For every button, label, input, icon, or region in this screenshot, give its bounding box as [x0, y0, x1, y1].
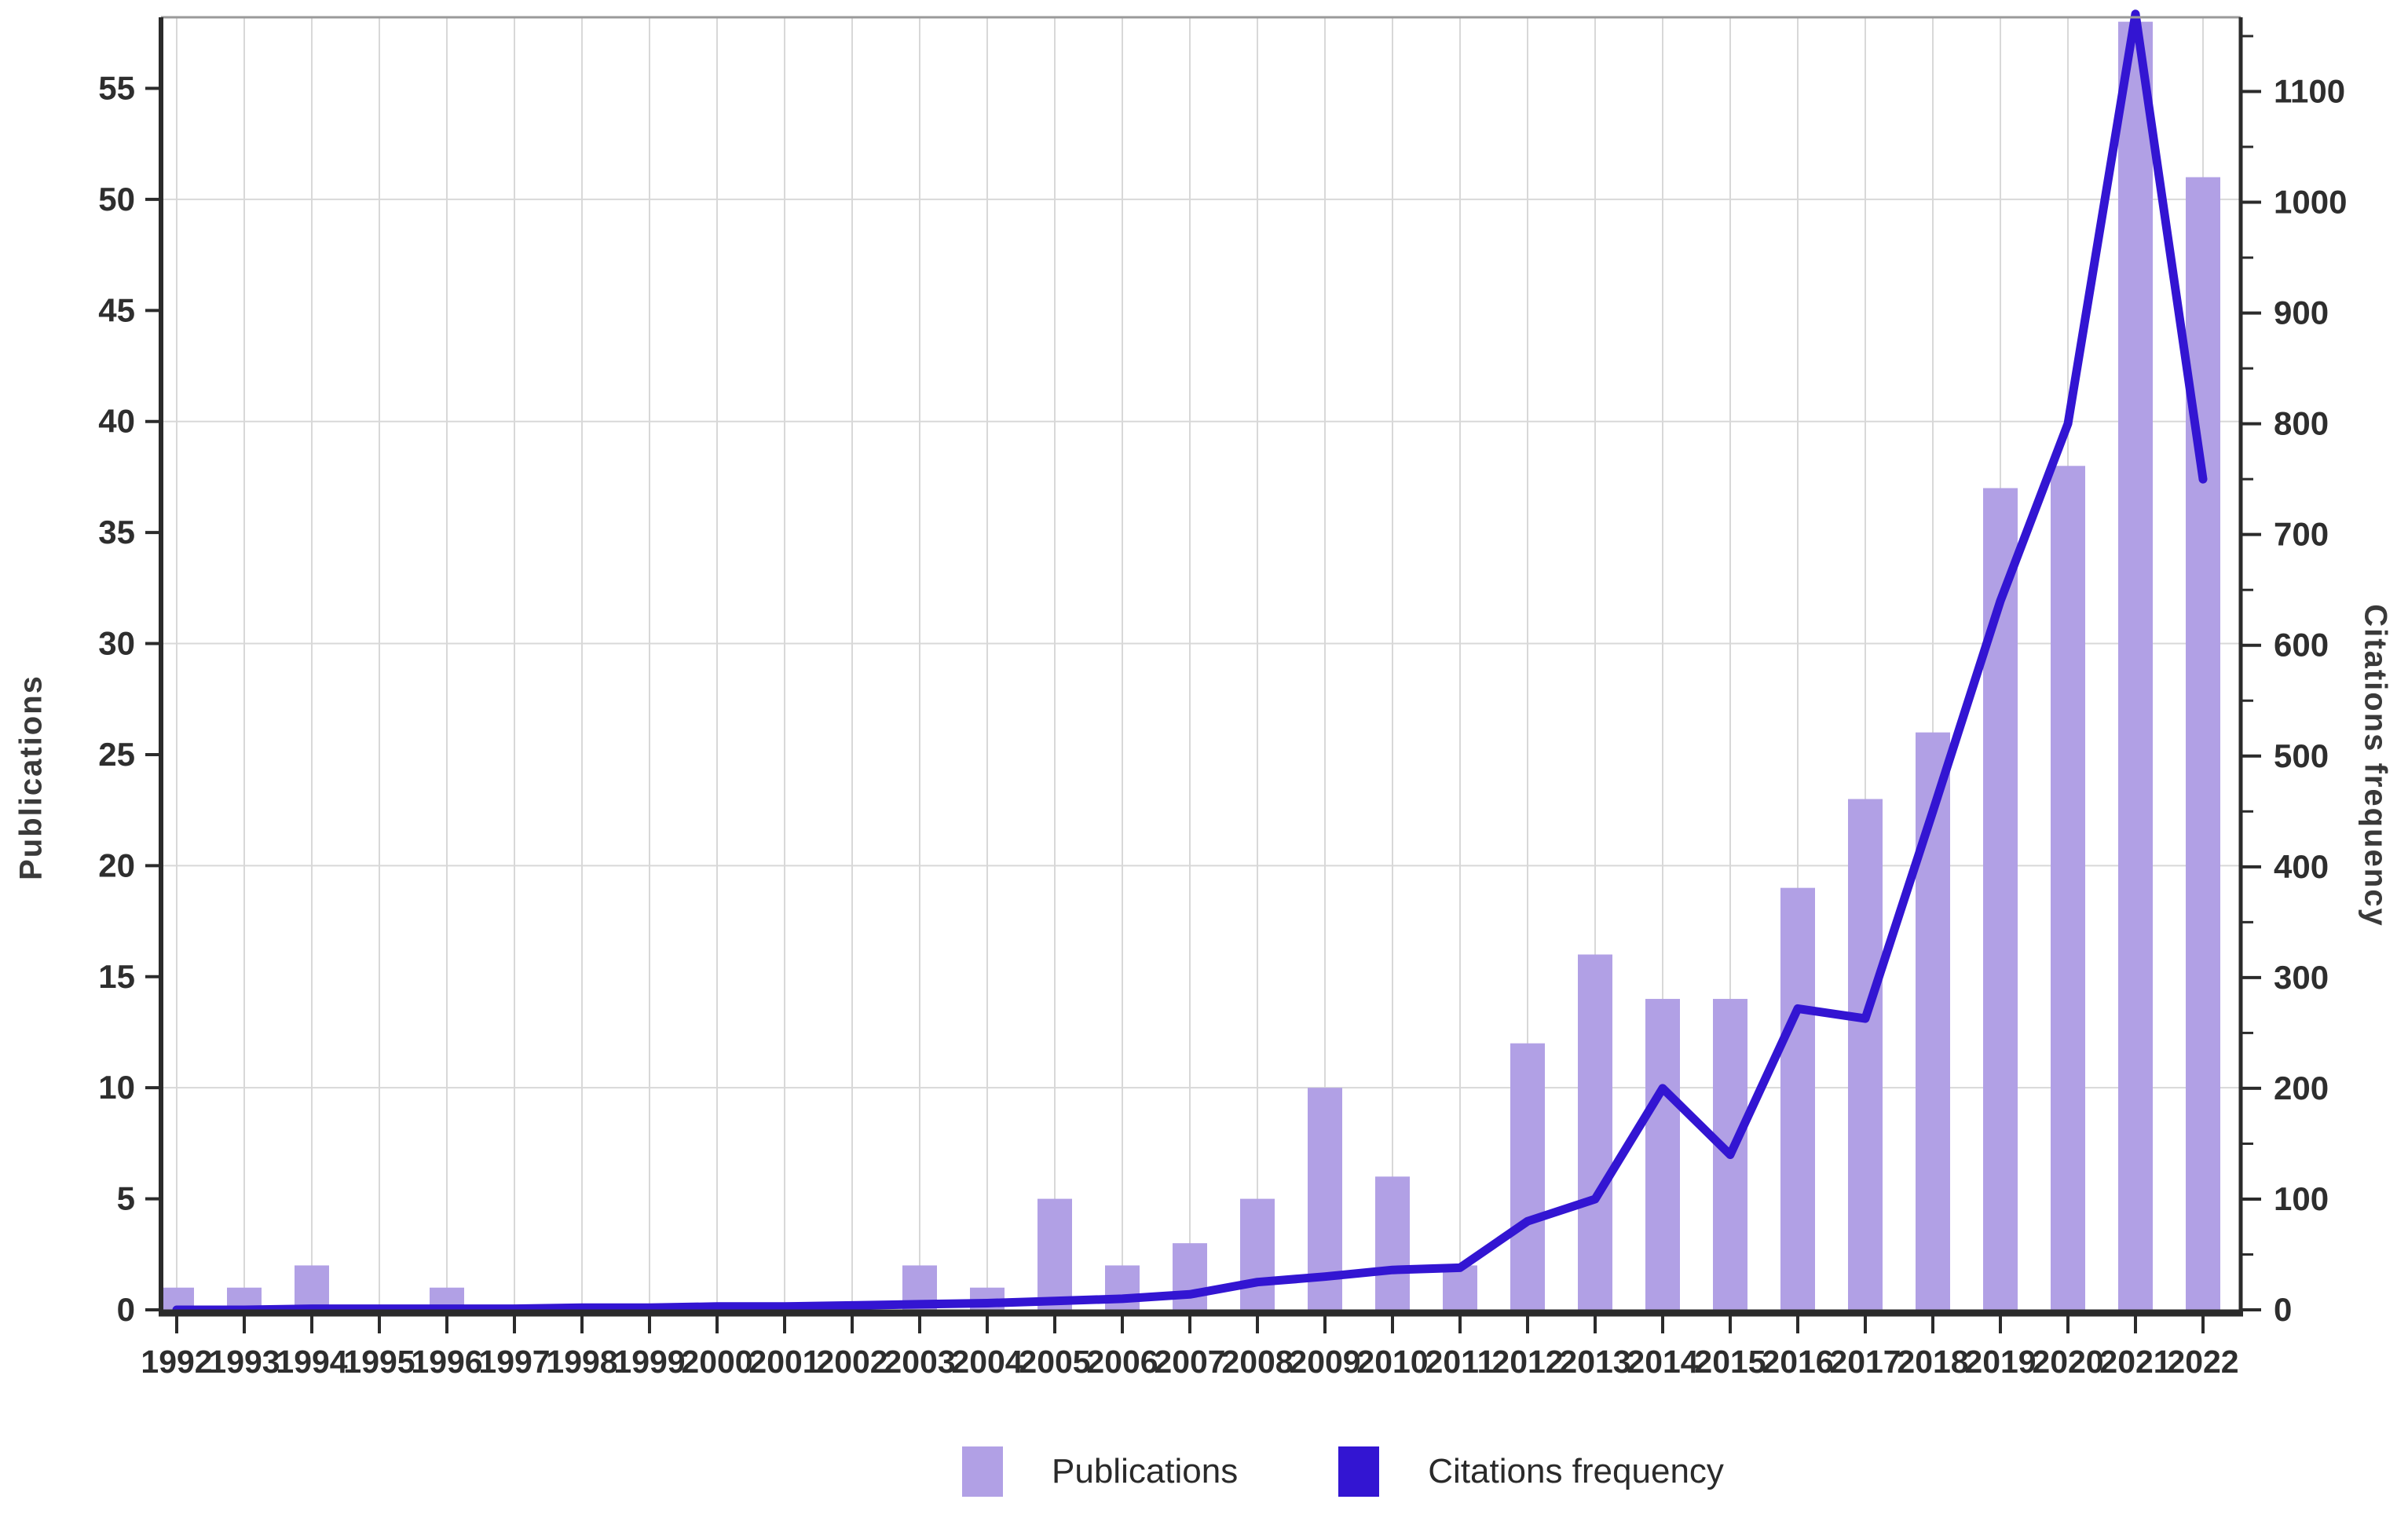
bar-publications: [1173, 1243, 1207, 1310]
x-tick-label-year: 1993: [208, 1344, 280, 1380]
y-tick-label-right: 500: [2274, 737, 2329, 774]
legend-item-publications: Publications: [962, 1446, 1238, 1497]
y-tick-label-right: 400: [2274, 848, 2329, 885]
x-tick-label-year: 2015: [1694, 1344, 1766, 1380]
legend-item-citations: Citations frequency: [1338, 1446, 1724, 1497]
x-tick-label-year: 2003: [884, 1344, 955, 1380]
y-tick-label-left: 30: [98, 625, 135, 662]
x-tick-label-year: 2011: [1425, 1344, 1495, 1380]
x-tick-label-year: 2019: [1964, 1344, 2036, 1380]
x-tick-label-year: 2008: [1221, 1344, 1293, 1380]
x-tick-label-year: 1998: [546, 1344, 617, 1380]
y-tick-label-right: 300: [2274, 959, 2329, 996]
x-tick-label-year: 2001: [748, 1344, 820, 1380]
x-tick-label-year: 2018: [1897, 1344, 1968, 1380]
x-tick-label-year: 1992: [141, 1344, 212, 1380]
y-tick-label-left: 5: [117, 1180, 135, 1217]
y-tick-label-right: 900: [2274, 294, 2329, 331]
x-tick-label-year: 2016: [1762, 1344, 1833, 1380]
y-axis-title-left: Publications: [13, 675, 49, 880]
x-tick-label-year: 2007: [1154, 1344, 1225, 1380]
x-tick-label-year: 2013: [1559, 1344, 1630, 1380]
y-tick-label-left: 40: [98, 403, 135, 440]
x-tick-label-year: 2000: [681, 1344, 752, 1380]
x-tick-label-year: 2006: [1086, 1344, 1158, 1380]
y-tick-label-left: 20: [98, 847, 135, 883]
bar-publications: [1848, 799, 1883, 1310]
y-tick-label-right: 100: [2274, 1180, 2329, 1217]
y-tick-label-left: 25: [98, 736, 135, 773]
y-tick-label-right: 800: [2274, 405, 2329, 442]
legend-label-citations: Citations frequency: [1428, 1452, 1724, 1490]
bar-publications: [2051, 466, 2085, 1310]
y-tick-label-left: 10: [98, 1069, 135, 1106]
bar-publications: [1916, 732, 1950, 1310]
y-tick-label-left: 15: [98, 958, 135, 995]
y-tick-label-left: 0: [117, 1291, 135, 1328]
bar-publications: [1375, 1176, 1410, 1310]
y-tick-label-left: 35: [98, 514, 135, 550]
bar-publications: [2118, 21, 2153, 1310]
y-tick-label-right: 1100: [2274, 73, 2345, 110]
y-tick-label-left: 45: [98, 291, 135, 328]
bar-publications: [1780, 887, 1815, 1310]
y-tick-label-right: 0: [2274, 1291, 2292, 1328]
y-tick-label-left: 55: [98, 70, 135, 107]
x-tick-label-year: 1994: [276, 1344, 347, 1380]
x-tick-label-year: 2002: [816, 1344, 887, 1380]
x-tick-label-year: 2005: [1019, 1344, 1090, 1380]
bar-publications: [295, 1265, 329, 1310]
y-tick-label-left: 50: [98, 181, 135, 218]
x-tick-label-year: 2022: [2167, 1344, 2238, 1380]
bar-publications: [1240, 1198, 1275, 1310]
x-tick-label-year: 2017: [1829, 1344, 1901, 1380]
x-tick-label-year: 2012: [1491, 1344, 1563, 1380]
bar-publications: [2186, 177, 2220, 1310]
bar-publications: [1037, 1198, 1072, 1310]
bar-publications: [1443, 1265, 1477, 1310]
x-tick-label-year: 1996: [411, 1344, 482, 1380]
legend: Publications Citations frequency: [962, 1446, 1724, 1497]
x-tick-label-year: 2004: [951, 1344, 1023, 1380]
citations-swatch-icon: [1338, 1446, 1380, 1497]
bar-publications: [1645, 999, 1680, 1310]
x-tick-label-year: 2020: [2032, 1344, 2103, 1380]
bar-publications: [1578, 954, 1612, 1310]
bar-publications: [1510, 1043, 1545, 1310]
x-tick-label-year: 2014: [1627, 1344, 1698, 1380]
y-tick-label-right: 200: [2274, 1070, 2329, 1106]
x-tick-label-year: 1999: [613, 1344, 685, 1380]
publications-swatch-icon: [962, 1446, 1003, 1497]
x-tick-label-year: 2009: [1289, 1344, 1360, 1380]
legend-label-publications: Publications: [1052, 1452, 1239, 1490]
y-tick-label-right: 600: [2274, 627, 2329, 664]
x-tick-label-year: 2021: [2099, 1344, 2171, 1380]
x-tick-label-year: 1995: [343, 1344, 415, 1380]
y-axis-title-right: Citations frequency: [2358, 604, 2393, 927]
x-tick-label-year: 2010: [1356, 1344, 1428, 1380]
y-tick-label-right: 700: [2274, 516, 2329, 553]
citations-line: [172, 9, 2208, 1315]
x-tick-label-year: 1997: [478, 1344, 550, 1380]
y-tick-label-right: 1000: [2274, 184, 2347, 221]
